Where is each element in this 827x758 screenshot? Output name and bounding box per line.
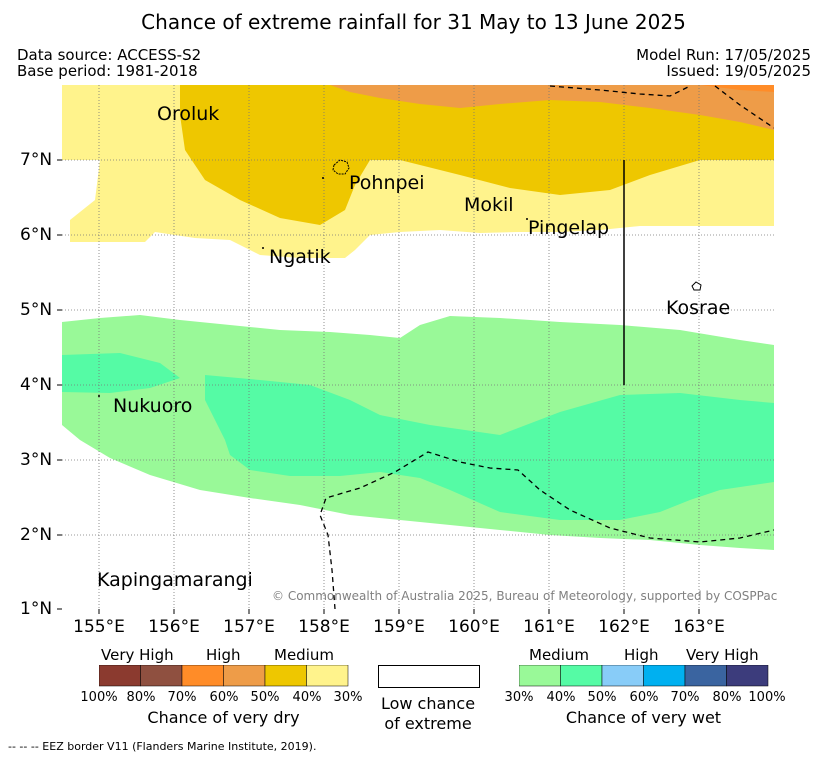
dry-pct-label: 60% [209,690,239,705]
place-label-ngatik: Ngatik [269,246,331,268]
dry-60-70-region [700,85,774,92]
map-fills [62,85,774,609]
wet-40-50-main-region [205,375,774,520]
ngatik-atoll-mark [262,247,264,249]
dry-swatch [264,665,307,687]
dry-very-high-label: Very High [101,646,174,664]
wet-very-high-label: Very High [686,646,759,664]
lat-tick-label: 3°N [20,450,53,470]
wet-40-50-west-region [62,353,180,393]
page-title: Chance of extreme rainfall for 31 May to… [141,10,686,34]
lat-tick-label: 1°N [20,599,53,619]
lon-tick-label: 159°E [373,617,425,637]
wet-medium-label: Medium [529,646,589,664]
lon-tick-label: 160°E [448,617,500,637]
dry-pct-label: 80% [126,690,156,705]
lat-tick-label: 2°N [20,525,53,545]
low-chance-swatch [378,665,480,688]
lon-tick-label: 163°E [673,617,725,637]
base-period-label: Base period: 1981-2018 [17,62,198,80]
wet-swatch [684,665,727,687]
place-label-kapingamarangi: Kapingamarangi [97,569,253,591]
dry-pct-label: 40% [292,690,322,705]
wet-swatch [560,665,603,687]
lat-tick-label: 7°N [20,150,53,170]
low-chance-label-line1: Low chance [380,694,476,713]
dry-swatch [140,665,183,687]
wet-pct-label: 70% [670,690,700,705]
wet-high-label: High [624,646,659,664]
wet-legend-title: Chance of very wet [565,708,722,727]
lat-tick-label: 4°N [20,375,53,395]
lon-tick-label: 157°E [223,617,275,637]
place-label-mokil: Mokil [464,194,514,216]
lon-tick-label: 158°E [298,617,350,637]
kosrae-island-shape [691,281,702,291]
pohnpei-reef-mark [322,177,324,179]
dry-colorbar [99,665,349,687]
wet-pct-label: 50% [587,690,617,705]
wet-pct-label: 60% [629,690,659,705]
wet-pct-label: 80% [712,690,742,705]
lat-tick-label: 6°N [20,225,53,245]
copyright-notice: © Commonwealth of Australia 2025, Bureau… [272,589,778,603]
axis-tick-marks [57,159,700,614]
dry-pct-label: 50% [250,690,280,705]
pohnpei-island-shape [332,159,350,175]
place-label-pingelap: Pingelap [528,217,610,239]
pingelap-atoll-mark [526,218,528,220]
issued-label: Issued: 19/05/2025 [666,62,811,80]
place-label-oroluk: Oroluk [157,103,220,125]
data-source-label: Data source: ACCESS-S2 [17,46,202,64]
lat-tick-label: 5°N [20,300,53,320]
dry-swatch [181,665,224,687]
lon-tick-label: 156°E [148,617,200,637]
model-run-label: Model Run: 17/05/2025 [636,46,811,64]
place-label-kosrae: Kosrae [666,297,731,319]
wet-pct-label: 30% [504,690,534,705]
dry-legend-title: Chance of very dry [147,708,300,727]
wet-swatch [601,665,644,687]
wet-pct-label: 100% [748,690,786,705]
nukuoro-atoll-mark [98,395,100,397]
dry-swatch [223,665,266,687]
dry-high-label: High [206,646,241,664]
wet-colorbar [519,665,769,687]
dry-pct-label: 30% [333,690,363,705]
place-label-nukuoro: Nukuoro [113,395,193,417]
dry-40-50-region [180,85,774,225]
wet-swatch [519,665,561,687]
lon-tick-label: 155°E [73,617,125,637]
place-label-pohnpei: Pohnpei [349,172,425,194]
wet-swatch [726,665,769,687]
lon-tick-label: 162°E [598,617,650,637]
dry-50-60-region [330,85,774,130]
wet-swatch [643,665,686,687]
dry-swatch [99,665,141,687]
dry-swatch [306,665,349,687]
eez-footnote: -- -- -- EEZ border V11 (Flanders Marine… [8,740,317,753]
eez-borders [319,85,774,609]
dry-pct-label: 100% [80,690,118,705]
lon-tick-label: 161°E [523,617,575,637]
wet-pct-label: 40% [546,690,576,705]
dry-pct-label: 70% [167,690,197,705]
dry-medium-label: Medium [274,646,334,664]
low-chance-label-line2: of extreme [384,714,472,733]
